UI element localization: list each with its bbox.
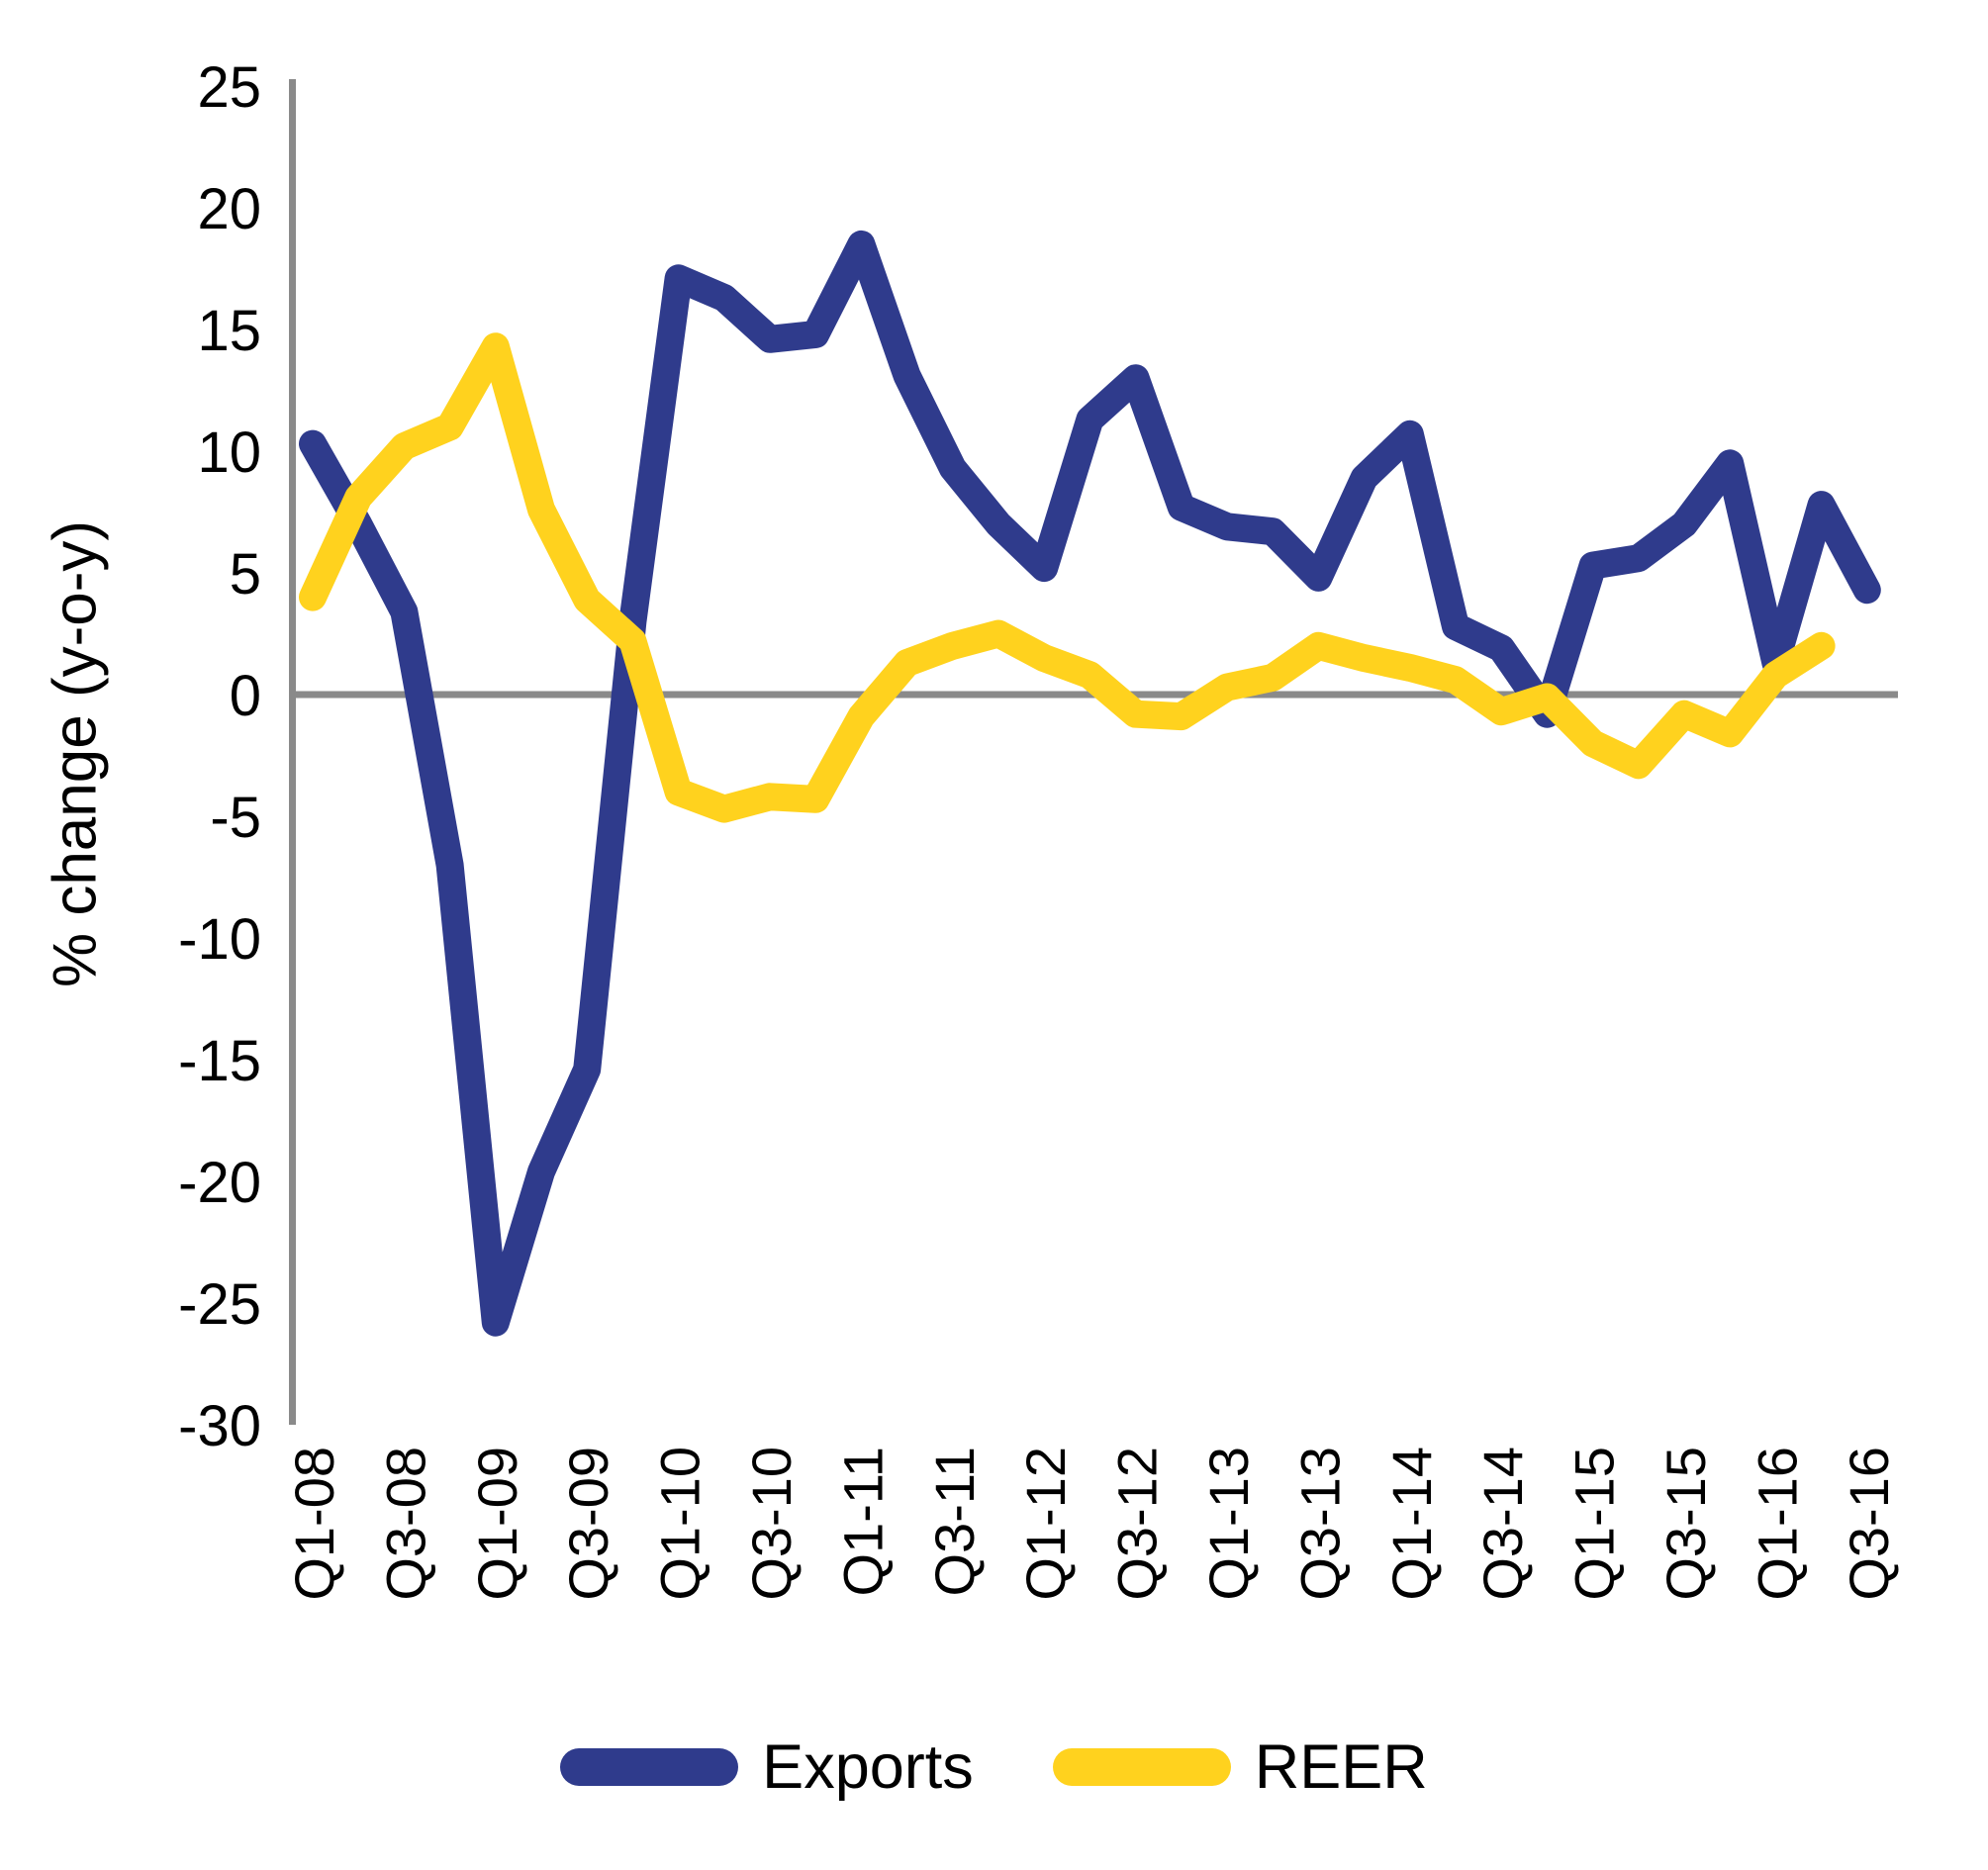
exports-legend-swatch [560, 1748, 739, 1786]
x-tick-label: Q3-10 [740, 1447, 803, 1601]
y-tick-label: 5 [230, 542, 261, 607]
reer-legend-swatch [1052, 1748, 1231, 1786]
x-tick-label: Q1-09 [466, 1447, 528, 1601]
legend-item-exports: Exports [560, 1731, 974, 1803]
x-tick-label: Q1-10 [649, 1447, 711, 1601]
x-tick-label: Q3-13 [1288, 1447, 1351, 1601]
y-tick-label: 20 [197, 177, 261, 241]
exports-legend-label: Exports [762, 1732, 974, 1802]
y-tick-label: 15 [197, 299, 261, 363]
y-tick-label: -15 [178, 1029, 261, 1093]
y-tick-label: 10 [197, 421, 261, 485]
y-tick-label: 25 [197, 55, 261, 120]
x-tick-label: Q3-15 [1655, 1447, 1717, 1601]
y-axis-title: % change (y-o-y) [41, 519, 110, 988]
reer-legend-label: REER [1254, 1732, 1428, 1802]
y-tick-label: -30 [178, 1394, 261, 1458]
y-tick-label: -25 [178, 1272, 261, 1337]
x-tick-label: Q3-09 [557, 1447, 619, 1601]
legend: Exports REER [0, 1731, 1988, 1803]
x-tick-label: Q1-14 [1380, 1447, 1443, 1601]
x-tick-label: Q3-16 [1838, 1447, 1900, 1601]
x-tick-label: Q3-11 [923, 1447, 986, 1596]
x-tick-label: Q3-14 [1471, 1447, 1534, 1601]
x-tick-label: Q3-08 [374, 1447, 436, 1601]
x-tick-label: Q1-16 [1746, 1447, 1808, 1601]
y-tick-label: -10 [178, 907, 261, 972]
legend-item-reer: REER [1052, 1731, 1428, 1803]
y-tick-label: -20 [178, 1151, 261, 1215]
x-tick-label: Q1-13 [1197, 1447, 1260, 1601]
x-tick-label: Q3-12 [1106, 1447, 1169, 1601]
y-tick-label: 0 [230, 664, 261, 728]
x-tick-label: Q1-12 [1014, 1447, 1077, 1601]
y-tick-label: -5 [210, 786, 261, 850]
exports-line [299, 230, 1881, 1337]
x-tick-label: Q1-08 [283, 1447, 345, 1601]
x-tick-label: Q1-11 [831, 1447, 894, 1596]
x-tick-label: Q1-15 [1563, 1447, 1626, 1601]
reer-line [299, 332, 1836, 823]
